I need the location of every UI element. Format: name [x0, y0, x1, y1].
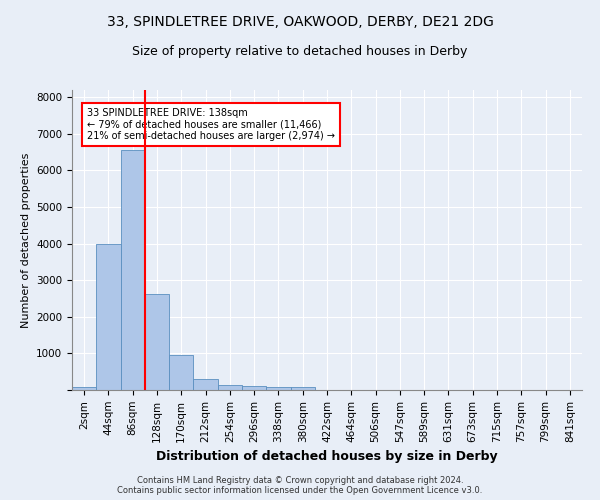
Text: 33, SPINDLETREE DRIVE, OAKWOOD, DERBY, DE21 2DG: 33, SPINDLETREE DRIVE, OAKWOOD, DERBY, D… — [107, 15, 493, 29]
Text: Size of property relative to detached houses in Derby: Size of property relative to detached ho… — [133, 45, 467, 58]
Text: Contains HM Land Registry data © Crown copyright and database right 2024.
Contai: Contains HM Land Registry data © Crown c… — [118, 476, 482, 495]
Bar — [193, 379, 218, 390]
Bar — [266, 386, 290, 390]
Text: 33 SPINDLETREE DRIVE: 138sqm
← 79% of detached houses are smaller (11,466)
21% o: 33 SPINDLETREE DRIVE: 138sqm ← 79% of de… — [87, 108, 335, 142]
Bar — [242, 386, 266, 390]
Bar — [96, 244, 121, 390]
Bar — [121, 150, 145, 390]
Bar — [72, 387, 96, 390]
X-axis label: Distribution of detached houses by size in Derby: Distribution of detached houses by size … — [156, 450, 498, 463]
Bar — [290, 388, 315, 390]
Bar — [169, 355, 193, 390]
Y-axis label: Number of detached properties: Number of detached properties — [20, 152, 31, 328]
Bar — [218, 385, 242, 390]
Bar — [145, 294, 169, 390]
